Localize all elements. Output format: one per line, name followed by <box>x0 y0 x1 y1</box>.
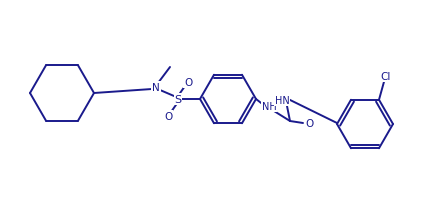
Text: N: N <box>152 83 160 92</box>
Text: HN: HN <box>275 96 289 105</box>
Text: NH: NH <box>262 102 276 111</box>
Text: O: O <box>184 78 192 88</box>
Text: Cl: Cl <box>381 71 391 81</box>
Text: S: S <box>174 95 181 104</box>
Text: O: O <box>305 118 313 128</box>
Text: O: O <box>164 111 172 121</box>
